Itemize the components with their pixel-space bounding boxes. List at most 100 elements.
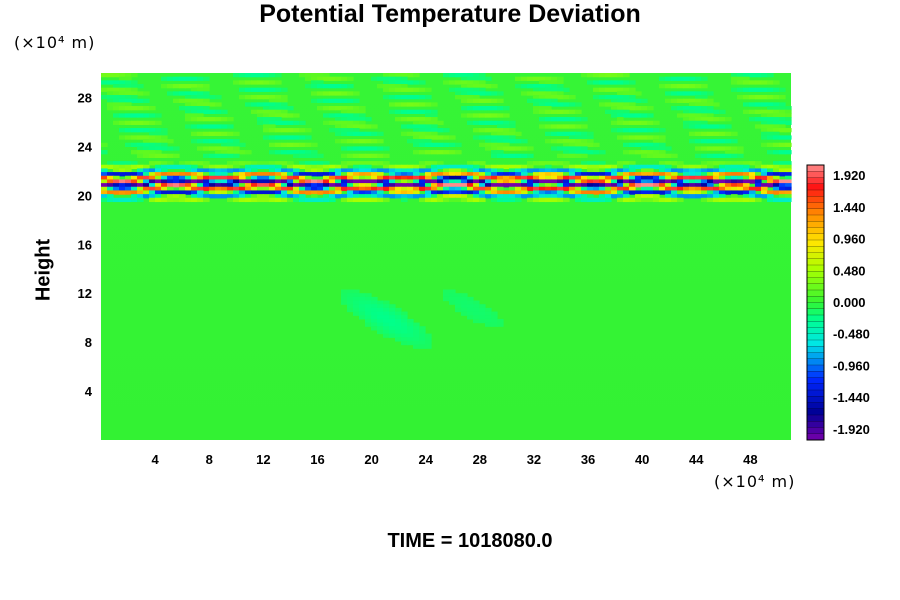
heatmap-cell: [149, 172, 156, 177]
colorbar-swatch: [806, 239, 825, 247]
heatmap-cell: [521, 76, 528, 81]
heatmap-cell: [767, 109, 774, 114]
heatmap-cell: [413, 87, 420, 92]
heatmap-cell: [413, 95, 420, 100]
heatmap-cell: [341, 197, 348, 203]
heatmap-cell: [683, 190, 690, 195]
heatmap-cell: [113, 73, 120, 78]
colorbar-label: -0.960: [833, 358, 870, 373]
heatmap-cell: [251, 175, 258, 181]
heatmap-cell: [395, 337, 402, 342]
heatmap-cell: [713, 124, 720, 129]
heatmap-cell: [551, 175, 558, 181]
colorbar-swatch: [806, 271, 825, 278]
heatmap-cell: [251, 172, 258, 177]
heatmap-cell: [707, 117, 714, 122]
heatmap-cell: [539, 102, 546, 107]
heatmap-cell: [425, 102, 432, 107]
heatmap-cell: [581, 142, 588, 147]
heatmap-cell: [779, 186, 786, 192]
heatmap-cell: [491, 190, 498, 195]
heatmap-cell: [389, 80, 396, 85]
heatmap-cell: [755, 124, 762, 129]
heatmap-cell: [623, 168, 630, 173]
heatmap-cell: [737, 150, 744, 155]
heatmap-cell: [131, 120, 138, 125]
heatmap-cell: [737, 183, 744, 188]
heatmap-cell: [683, 113, 690, 118]
heatmap-cell: [647, 142, 654, 147]
heatmap-cell: [467, 161, 474, 166]
heatmap-cell: [371, 186, 378, 192]
heatmap-cell: [341, 172, 348, 177]
heatmap-cell: [341, 124, 348, 129]
heatmap-cell: [479, 128, 486, 133]
heatmap-cell: [761, 168, 768, 173]
heatmap-cell: [635, 98, 642, 103]
heatmap-cell: [737, 186, 744, 192]
heatmap-cell: [119, 172, 126, 177]
heatmap-cell: [479, 172, 486, 177]
heatmap-cell: [533, 95, 540, 100]
colorbar-frame: [806, 164, 825, 441]
heatmap-cell: [779, 109, 786, 114]
heatmap-cell: [629, 175, 636, 181]
heatmap-cell: [101, 175, 108, 181]
heatmap-cell: [473, 179, 480, 184]
heatmap-cell: [107, 98, 114, 103]
heatmap-cell: [533, 109, 540, 114]
heatmap-cell: [311, 76, 318, 81]
heatmap-cell: [569, 146, 576, 151]
heatmap-cell: [425, 120, 432, 125]
heatmap-cell: [479, 183, 486, 188]
heatmap-cell: [155, 135, 162, 140]
heatmap-cell: [773, 190, 780, 195]
heatmap-cell: [581, 146, 588, 151]
heatmap-cell: [647, 146, 654, 151]
heatmap-cell: [503, 183, 510, 188]
heatmap-cell: [611, 164, 618, 170]
heatmap-cell: [167, 197, 174, 203]
heatmap-cell: [425, 87, 432, 92]
heatmap-cell: [563, 150, 570, 155]
heatmap-cell: [257, 172, 264, 177]
heatmap-cell: [455, 190, 462, 195]
heatmap-cell: [281, 142, 288, 147]
heatmap-cell: [581, 73, 588, 78]
heatmap-cell: [155, 146, 162, 151]
heatmap-cell: [635, 128, 642, 133]
heatmap-cell: [677, 106, 684, 111]
heatmap-cell: [299, 186, 306, 192]
heatmap-cell: [761, 172, 768, 177]
x-tick-label: 44: [689, 452, 704, 467]
heatmap-cell: [203, 161, 210, 166]
heatmap-cell: [209, 109, 216, 114]
heatmap-cell: [593, 179, 600, 184]
heatmap-cell: [419, 95, 426, 100]
heatmap-cell: [563, 194, 570, 199]
heatmap-cell: [665, 84, 672, 89]
heatmap-cell: [239, 161, 246, 166]
heatmap-cell: [545, 91, 552, 96]
heatmap-cell: [599, 183, 606, 188]
heatmap-cell: [143, 106, 150, 111]
heatmap-cell: [209, 183, 216, 188]
heatmap-cell: [323, 175, 330, 181]
heatmap-cell: [605, 186, 612, 192]
heatmap-cell: [557, 102, 564, 107]
heatmap-cell: [461, 197, 468, 203]
heatmap-cell: [143, 194, 150, 199]
heatmap-cell: [767, 190, 774, 195]
heatmap-cell: [779, 87, 786, 92]
heatmap-cell: [407, 333, 414, 338]
heatmap-cell: [305, 168, 312, 173]
colorbar-swatch: [806, 383, 825, 391]
heatmap-cell: [449, 172, 456, 177]
heatmap-cell: [137, 135, 144, 140]
heatmap-cell: [779, 120, 786, 125]
heatmap-cell: [743, 175, 750, 181]
heatmap-cell: [419, 164, 426, 170]
colorbar-label: 1.440: [833, 200, 866, 215]
heatmap-cell: [467, 307, 474, 313]
